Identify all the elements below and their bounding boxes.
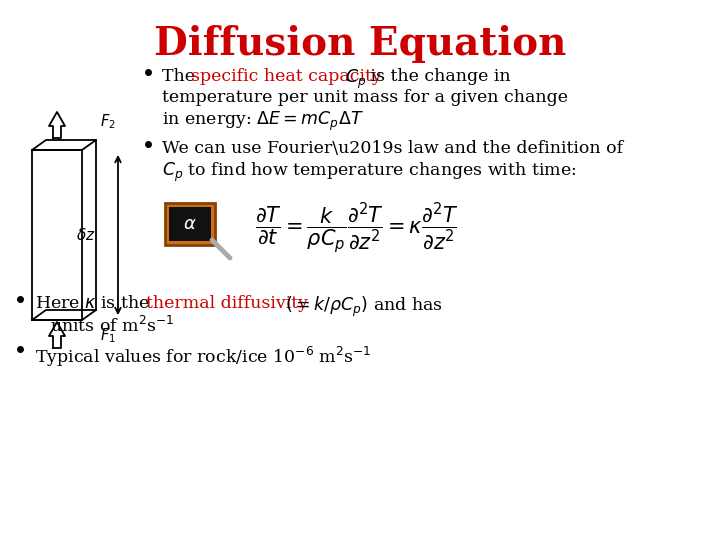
Text: $(=k/\rho C_p)$ and has: $(=k/\rho C_p)$ and has (280, 295, 443, 319)
Text: temperature per unit mass for a given change: temperature per unit mass for a given ch… (162, 89, 568, 106)
Text: $F_2$: $F_2$ (100, 113, 116, 131)
Text: $\delta z$: $\delta z$ (76, 227, 96, 243)
Bar (165, 203, 215, 245)
Text: Typical values for rock/ice 10$^{-6}$ m$^2$s$^{-1}$: Typical values for rock/ice 10$^{-6}$ m$… (35, 345, 372, 369)
Text: $F_1$: $F_1$ (100, 327, 116, 346)
Text: $\dfrac{\partial T}{\partial t} = \dfrac{k}{\rho C_p}\dfrac{\partial^2 T}{\parti: $\dfrac{\partial T}{\partial t} = \dfrac… (255, 200, 458, 256)
Text: We can use Fourier\u2019s law and the definition of: We can use Fourier\u2019s law and the de… (162, 140, 623, 157)
Text: specific heat capacity: specific heat capacity (191, 68, 382, 85)
Text: in energy: $\Delta\mathit{E}=\mathit{m}\mathit{C}_p\Delta\mathit{T}$: in energy: $\Delta\mathit{E}=\mathit{m}\… (162, 110, 364, 133)
Text: is the change in: is the change in (365, 68, 510, 85)
Text: $C_p$ to find how temperature changes with time:: $C_p$ to find how temperature changes wi… (162, 161, 577, 184)
Text: Diffusion Equation: Diffusion Equation (154, 25, 566, 63)
Text: units of m$^2$s$^{-1}$: units of m$^2$s$^{-1}$ (50, 316, 174, 336)
Text: thermal diffusivity: thermal diffusivity (146, 295, 308, 312)
Text: Here $\kappa$ is the: Here $\kappa$ is the (35, 295, 150, 312)
Text: $C_p$: $C_p$ (345, 68, 366, 91)
Text: The: The (162, 68, 200, 85)
Bar (169, 207, 211, 241)
Text: $\alpha$: $\alpha$ (183, 215, 197, 233)
